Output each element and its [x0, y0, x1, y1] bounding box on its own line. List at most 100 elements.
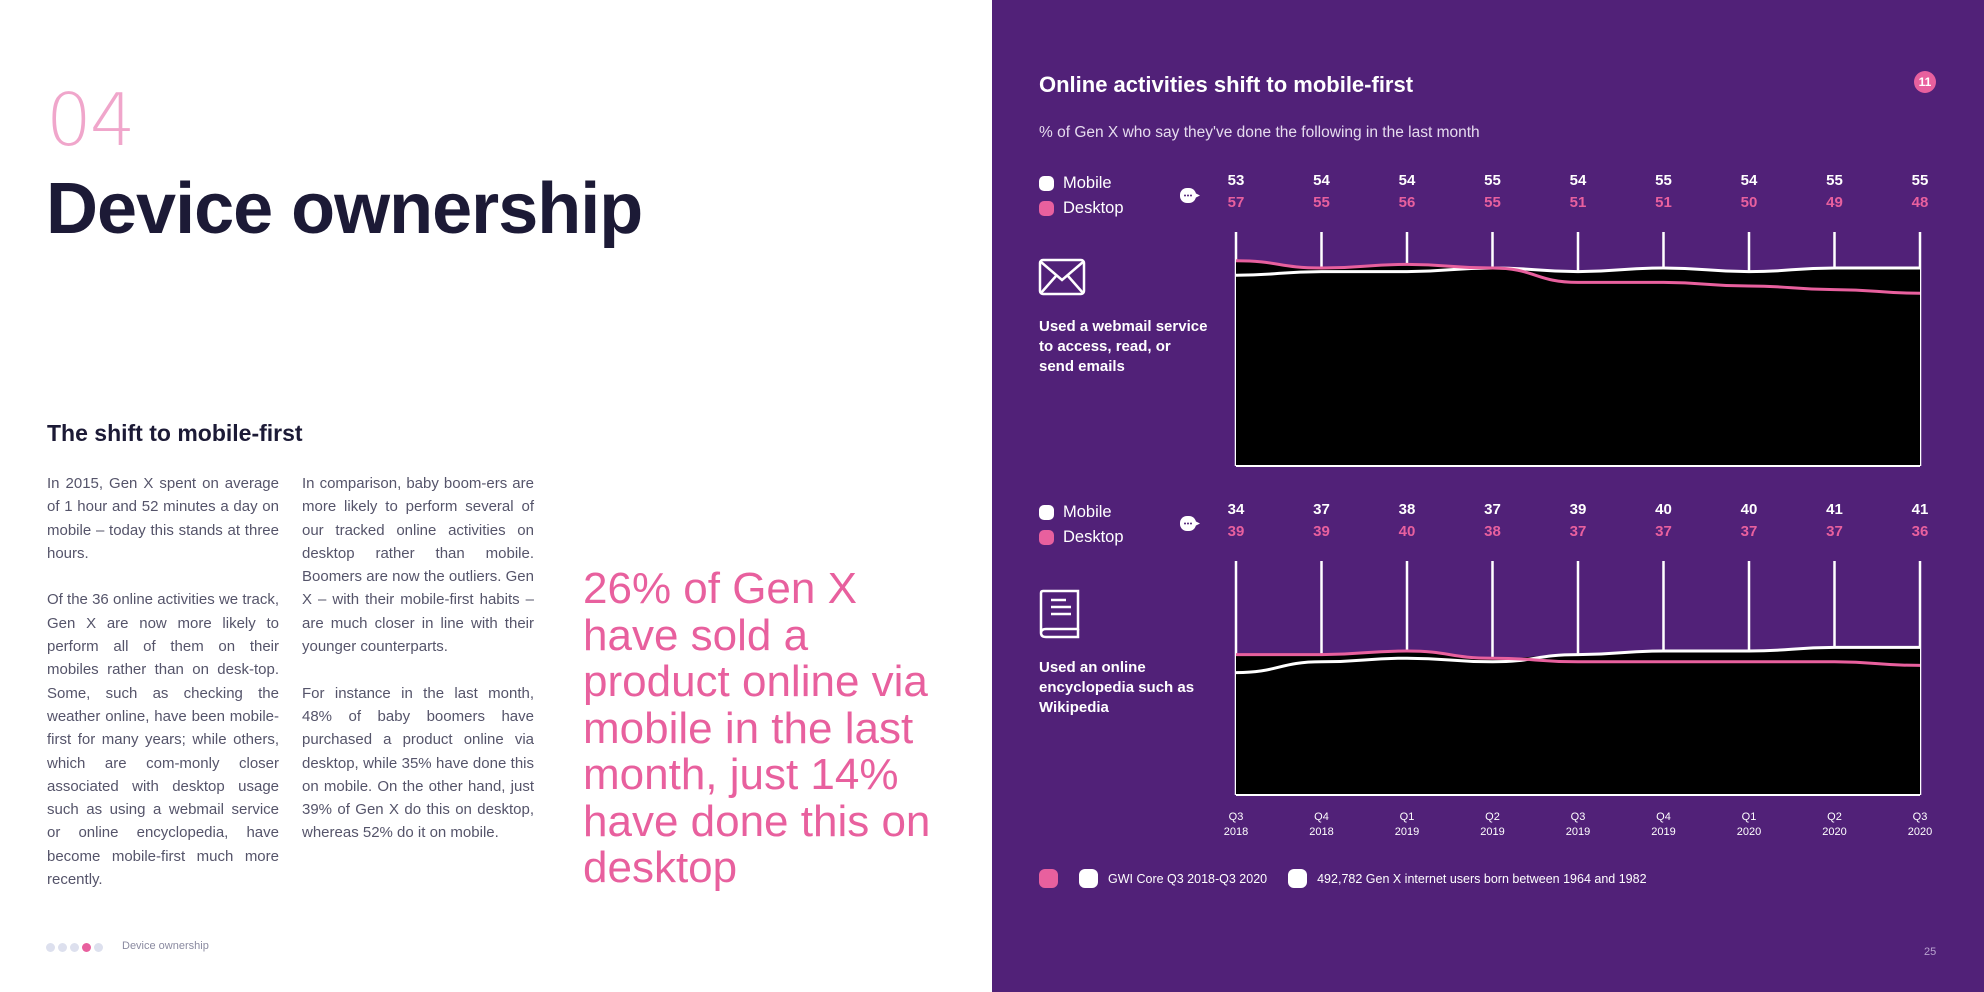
chart-area-fill [1236, 260, 1920, 466]
data-label-mobile: 41 [1826, 501, 1843, 518]
source-label: GWI Core Q3 2018-Q3 2020 [1108, 871, 1268, 886]
info-bubble-icon[interactable] [1179, 514, 1201, 534]
legend-desktop: Desktop [1039, 528, 1124, 547]
series-line-desktop [1235, 259, 1921, 295]
progress-dot [46, 943, 55, 952]
series-line-desktop [1236, 649, 1921, 667]
data-label-desktop: 51 [1570, 194, 1587, 211]
footer-section-label: Device ownership [122, 940, 209, 952]
data-label-desktop: 50 [1741, 194, 1758, 211]
envelope-icon [1038, 258, 1086, 296]
body-paragraph: Of the 36 online activities we track, Ge… [47, 591, 279, 889]
area-charts: 53 57 54 55 54 56 55 55 54 51 55 51 54 50 55 49 55 48 34 39… [1224, 172, 1932, 838]
book-icon [1039, 589, 1080, 639]
progress-dot-active [82, 943, 91, 952]
x-tick-label-quarter: Q2 [1827, 811, 1842, 823]
legend-swatch-desktop [1039, 201, 1054, 216]
base-users-icon [1288, 869, 1308, 888]
activity-label-encyclopedia: Used an online encyclopedia such as Wiki… [1039, 659, 1195, 716]
body-paragraph: In 2015, Gen X spent on average of 1 hou… [47, 475, 279, 562]
x-tick-label-quarter: Q3 [1913, 811, 1928, 823]
data-label-desktop: 37 [1741, 523, 1758, 540]
data-label-mobile: 55 [1826, 172, 1843, 189]
x-tick-label-quarter: Q1 [1742, 811, 1757, 823]
legend-label: Mobile [1063, 174, 1112, 192]
page-title: Device ownership [46, 169, 643, 249]
x-tick-label-quarter: Q3 [1571, 811, 1586, 823]
data-label-desktop: 49 [1826, 194, 1843, 211]
chart-subtitle: % of Gen X who say they've done the foll… [1039, 124, 1480, 141]
info-bubble-icon[interactable] [1179, 186, 1201, 206]
data-label-mobile: 53 [1228, 172, 1245, 189]
legend-label: Mobile [1063, 503, 1112, 521]
series-line-mobile [1235, 266, 1920, 277]
x-tick-label-quarter: Q2 [1485, 811, 1500, 823]
x-tick-label-year: 2018 [1309, 826, 1333, 838]
legend-swatch-desktop [1039, 530, 1054, 545]
section-progress-dots [46, 943, 103, 952]
data-label-mobile: 54 [1741, 172, 1758, 189]
series-line-mobile [1235, 645, 1920, 675]
progress-dot [58, 943, 67, 952]
data-label-mobile: 40 [1741, 501, 1758, 518]
data-label-desktop: 55 [1484, 194, 1501, 211]
x-tick-label-quarter: Q4 [1314, 811, 1329, 823]
data-label-desktop: 55 [1313, 194, 1330, 211]
data-label-mobile: 54 [1570, 172, 1587, 189]
legend-mobile: Mobile [1039, 174, 1112, 193]
source-row: GWI Core Q3 2018-Q3 2020 492,782 Gen X i… [1039, 869, 1647, 888]
activity-label-webmail: Used a webmail service to access, read, … [1039, 318, 1208, 375]
source-data-icon [1079, 869, 1098, 888]
x-tick-label-quarter: Q4 [1656, 811, 1671, 823]
body-paragraph: In comparison, baby boom-ers are more li… [302, 475, 534, 656]
data-label-desktop: 51 [1655, 194, 1672, 211]
data-label-desktop: 38 [1484, 523, 1501, 540]
data-label-desktop: 37 [1655, 523, 1672, 540]
x-tick-label-year: 2019 [1480, 826, 1504, 838]
legend-swatch-mobile [1039, 176, 1054, 191]
data-label-desktop: 36 [1912, 523, 1929, 540]
body-paragraph: For instance in the last month, 48% of b… [302, 684, 534, 842]
data-label-mobile: 41 [1912, 501, 1929, 518]
right-page: Online activities shift to mobile-first … [992, 0, 1984, 992]
chart-area-fill [1236, 647, 1920, 795]
data-label-desktop: 37 [1826, 523, 1843, 540]
legend-mobile: Mobile [1039, 503, 1112, 522]
data-label-mobile: 38 [1399, 501, 1416, 518]
legend-label: Desktop [1063, 199, 1124, 217]
legend-swatch-mobile [1039, 505, 1054, 520]
data-label-desktop: 57 [1228, 194, 1245, 211]
x-tick-label-year: 2020 [1908, 826, 1932, 838]
section-subheading: The shift to mobile-first [47, 420, 303, 446]
progress-dot [70, 943, 79, 952]
data-label-desktop: 39 [1313, 523, 1330, 540]
x-tick-label-year: 2019 [1651, 826, 1675, 838]
pull-quote: 26% of Gen X have sold a product online … [583, 564, 931, 892]
progress-dot [94, 943, 103, 952]
legend-label: Desktop [1063, 528, 1124, 546]
data-label-mobile: 40 [1655, 501, 1672, 518]
x-tick-label-quarter: Q1 [1400, 811, 1415, 823]
page-number: 25 [1924, 946, 1937, 958]
section-number: 04 [46, 78, 136, 162]
left-page: 04 Device ownership The shift to mobile-… [46, 78, 931, 952]
chart-number-badge: 11 [1914, 71, 1936, 93]
data-label-mobile: 37 [1313, 501, 1330, 518]
x-tick-label-year: 2020 [1737, 826, 1761, 838]
chart-title: Online activities shift to mobile-first [1039, 72, 1414, 97]
data-label-desktop: 39 [1228, 523, 1245, 540]
x-tick-label-year: 2018 [1224, 826, 1248, 838]
base-label: 492,782 Gen X internet users born betwee… [1317, 871, 1647, 886]
data-label-mobile: 39 [1570, 501, 1587, 518]
data-label-desktop: 56 [1399, 194, 1416, 211]
body-column-2: In comparison, baby boom-ers are more li… [302, 472, 534, 868]
legend-desktop: Desktop [1039, 199, 1124, 218]
data-label-mobile: 54 [1399, 172, 1416, 189]
x-tick-label-quarter: Q3 [1229, 811, 1244, 823]
data-label-mobile: 54 [1313, 172, 1330, 189]
body-column-1: In 2015, Gen X spent on average of 1 hou… [47, 472, 279, 915]
data-label-desktop: 37 [1570, 523, 1587, 540]
data-label-mobile: 55 [1484, 172, 1501, 189]
data-label-desktop: 48 [1912, 194, 1929, 211]
x-tick-label-year: 2020 [1822, 826, 1846, 838]
